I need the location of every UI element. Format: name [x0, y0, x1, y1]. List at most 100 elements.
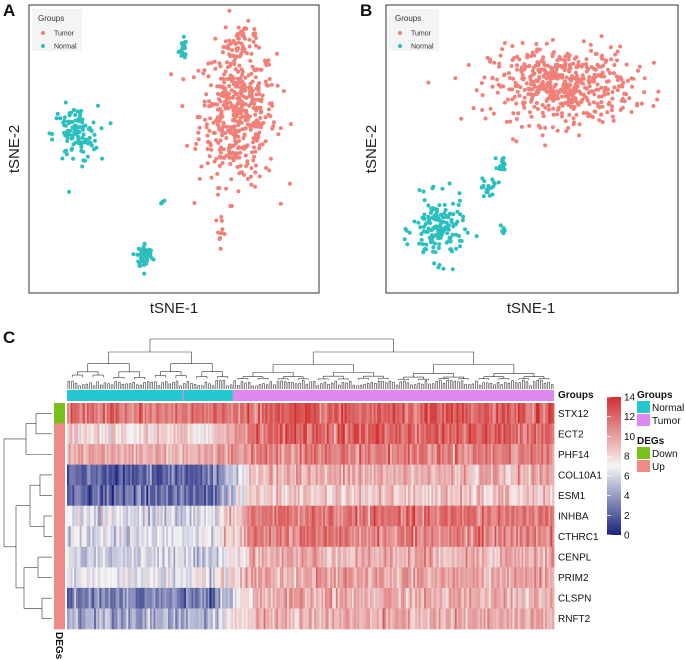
heatmap-cell: [326, 403, 329, 424]
heatmap-cell: [447, 444, 450, 465]
heatmap-cell: [101, 485, 104, 507]
heatmap-cell: [534, 587, 537, 609]
heatmap-cell: [164, 423, 167, 445]
point-tumor: [515, 67, 520, 72]
heatmap-cell: [442, 546, 445, 568]
point-tumor: [253, 75, 258, 80]
point-normal: [71, 156, 76, 161]
heatmap-cell: [462, 444, 465, 465]
heatmap-cell: [126, 608, 129, 630]
heatmap-cell: [169, 526, 173, 548]
heatmap-cell: [371, 526, 375, 548]
heatmap-cell: [207, 505, 210, 527]
point-tumor: [229, 88, 234, 93]
heatmap-cell: [384, 403, 387, 424]
heatmap-cell: [211, 485, 214, 507]
heatmap-cell: [317, 403, 320, 424]
heatmap-cell: [384, 505, 387, 527]
heatmap-cell: [227, 608, 230, 630]
heatmap-cell: [503, 608, 506, 630]
heatmap-cell: [384, 464, 387, 486]
heatmap-cell: [256, 505, 259, 527]
heatmap-cell: [92, 403, 95, 424]
heatmap-cell: [514, 587, 517, 609]
heatmap-cell: [447, 505, 450, 527]
heatmap-cell: [433, 567, 436, 589]
heatmap-cell: [523, 546, 526, 568]
point-tumor: [507, 87, 512, 92]
heatmap-cell: [362, 464, 366, 486]
heatmap-cell: [328, 546, 331, 568]
heatmap-cell: [489, 485, 492, 507]
point-tumor: [533, 63, 538, 68]
heatmap-cell: [517, 567, 521, 589]
heatmap-cell: [485, 403, 488, 424]
heatmap-cell: [292, 608, 295, 630]
heatmap-cell: [409, 423, 412, 445]
heatmap-cell: [346, 485, 349, 507]
heatmap-cell: [153, 485, 156, 507]
heatmap-cell: [112, 464, 115, 486]
heatmap-cell: [398, 464, 402, 486]
heatmap-cell: [452, 423, 456, 445]
heatmap-cell: [380, 423, 384, 445]
heatmap-cell: [288, 444, 292, 465]
point-tumor: [526, 92, 531, 97]
heatmap-cell: [386, 587, 389, 609]
heatmap-cell: [166, 423, 169, 445]
heatmap-cell: [499, 403, 503, 424]
heatmap-cell: [366, 444, 369, 465]
point-normal: [426, 203, 431, 208]
row-annotation-up: [54, 505, 65, 527]
heatmap-cell: [101, 423, 104, 445]
heatmap-cell: [418, 464, 421, 486]
heatmap-cell: [456, 526, 459, 548]
heatmap-cell: [324, 567, 328, 589]
heatmap-cell: [281, 608, 284, 630]
heatmap-cell: [386, 526, 389, 548]
heatmap-cell: [112, 546, 115, 568]
point-tumor: [556, 105, 561, 110]
heatmap-cell: [72, 464, 75, 486]
heatmap-cell: [402, 464, 405, 486]
point-tumor: [228, 100, 233, 105]
heatmap-cell: [516, 485, 519, 507]
heatmap-cell: [543, 526, 546, 548]
heatmap-cell: [214, 444, 218, 465]
point-tumor: [599, 100, 604, 105]
heatmap-cell: [146, 587, 149, 609]
heatmap-cell: [391, 464, 394, 486]
heatmap-cell: [434, 526, 438, 548]
point-tumor: [584, 62, 589, 66]
heatmap-cell: [133, 526, 136, 548]
heatmap-cell: [263, 608, 266, 630]
point-normal: [402, 237, 407, 242]
heatmap-cell: [218, 423, 221, 445]
point-normal: [58, 116, 63, 121]
heatmap-cell: [236, 403, 239, 424]
heatmap-cell: [443, 423, 447, 445]
point-tumor: [227, 91, 231, 96]
heatmap-cell: [122, 526, 126, 548]
heatmap-cell: [319, 403, 322, 424]
point-tumor: [605, 87, 610, 92]
heatmap-cell: [68, 567, 71, 589]
heatmap-cell: [222, 505, 225, 527]
point-tumor: [551, 94, 556, 99]
heatmap-cell: [517, 423, 521, 445]
heatmap-cell: [319, 587, 322, 609]
heatmap-cell: [272, 464, 275, 486]
point-normal: [135, 252, 140, 257]
heatmap-cell: [260, 403, 263, 424]
heatmap-cell: [348, 444, 351, 465]
heatmap-cell: [252, 587, 255, 609]
heatmap-cell: [142, 567, 145, 589]
heatmap-cell: [314, 464, 317, 486]
heatmap-cell: [227, 403, 230, 424]
heatmap-cell: [108, 546, 111, 568]
heatmap-cell: [290, 485, 293, 507]
point-tumor: [581, 81, 585, 86]
point-normal: [50, 137, 55, 142]
heatmap-cell: [317, 485, 320, 507]
heatmap-cell: [121, 403, 124, 424]
